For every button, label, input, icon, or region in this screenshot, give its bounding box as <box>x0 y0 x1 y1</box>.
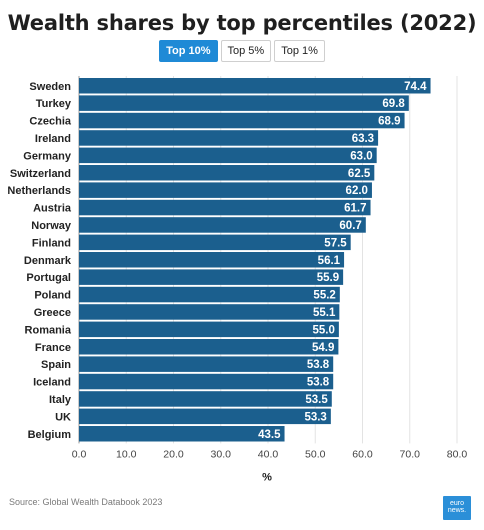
value-label: 56.1 <box>318 255 341 267</box>
value-label: 63.3 <box>352 133 374 145</box>
bar <box>79 339 339 355</box>
x-tick-label: 70.0 <box>400 448 421 460</box>
bar <box>79 182 372 198</box>
category-label: Finland <box>32 237 71 249</box>
percentile-tabs: Top 10% Top 5% Top 1% <box>0 40 484 62</box>
category-label: Portugal <box>26 272 71 284</box>
value-label: 61.7 <box>344 203 366 215</box>
value-label: 57.5 <box>324 237 347 249</box>
x-axis-title: % <box>262 471 272 483</box>
category-label: Norway <box>31 220 72 232</box>
bar <box>79 78 431 94</box>
x-tick-label: 30.0 <box>211 448 232 460</box>
category-label: Belgium <box>28 429 72 441</box>
value-label: 53.3 <box>304 411 326 423</box>
chart-title: Wealth shares by top percentiles (2022) <box>7 11 477 35</box>
bar <box>79 234 351 251</box>
value-label: 53.5 <box>305 394 328 406</box>
category-label: Turkey <box>36 98 72 110</box>
source-note: Source: Global Wealth Databook 2023 <box>9 497 163 507</box>
bar <box>79 356 334 372</box>
category-label: Germany <box>23 150 72 162</box>
bar <box>79 252 345 268</box>
x-tick-label: 10.0 <box>116 448 137 460</box>
x-tick-label: 0.0 <box>72 448 87 460</box>
bar <box>79 95 409 111</box>
bar <box>79 147 377 164</box>
bar <box>79 321 339 338</box>
category-label: Poland <box>34 290 71 302</box>
category-label: Denmark <box>24 255 72 267</box>
category-label: Romania <box>25 324 72 336</box>
bar <box>79 217 366 233</box>
value-label: 55.9 <box>317 272 339 284</box>
bar <box>79 269 344 285</box>
category-label: Austria <box>33 203 72 215</box>
bar <box>79 391 332 407</box>
value-label: 55.1 <box>313 307 336 319</box>
category-label: Czechia <box>29 116 71 128</box>
euronews-logo: euro news. <box>443 496 471 520</box>
value-label: 68.9 <box>378 116 400 128</box>
value-label: 63.0 <box>350 150 372 162</box>
value-label: 55.0 <box>312 324 334 336</box>
bar <box>79 304 340 320</box>
category-label: Greece <box>34 307 71 319</box>
x-tick-label: 60.0 <box>352 448 373 460</box>
category-label: Sweden <box>29 81 71 93</box>
bar <box>79 130 379 146</box>
x-tick-label: 50.0 <box>305 448 326 460</box>
value-label: 74.4 <box>404 81 427 93</box>
tab-top-1[interactable]: Top 1% <box>274 40 325 62</box>
value-label: 53.8 <box>307 377 330 389</box>
bar <box>79 165 375 181</box>
category-label: France <box>35 342 71 354</box>
value-label: 60.7 <box>339 220 361 232</box>
bar <box>79 408 331 425</box>
logo-text-news: news. <box>447 507 467 514</box>
tab-top-5[interactable]: Top 5% <box>220 40 272 62</box>
bar <box>79 199 371 216</box>
category-label: Italy <box>49 394 72 406</box>
bar <box>79 426 285 442</box>
bar <box>79 286 340 303</box>
value-label: 54.9 <box>312 342 334 354</box>
category-label: Iceland <box>33 377 71 389</box>
bar <box>79 112 405 129</box>
bar <box>79 373 334 390</box>
category-label: Switzerland <box>10 168 71 180</box>
value-label: 62.5 <box>348 168 371 180</box>
value-label: 43.5 <box>258 429 281 441</box>
value-label: 69.8 <box>382 98 405 110</box>
value-label: 53.8 <box>307 359 330 371</box>
x-tick-label: 20.0 <box>163 448 184 460</box>
value-label: 62.0 <box>346 185 368 197</box>
category-label: Netherlands <box>7 185 71 197</box>
logo-text-euro: euro <box>449 500 464 507</box>
x-tick-label: 80.0 <box>447 448 468 460</box>
value-label: 55.2 <box>313 290 335 302</box>
category-label: Ireland <box>35 133 71 145</box>
category-label: UK <box>55 411 71 423</box>
category-label: Spain <box>41 359 71 371</box>
tab-top-10[interactable]: Top 10% <box>159 40 218 62</box>
x-tick-label: 40.0 <box>258 448 279 460</box>
